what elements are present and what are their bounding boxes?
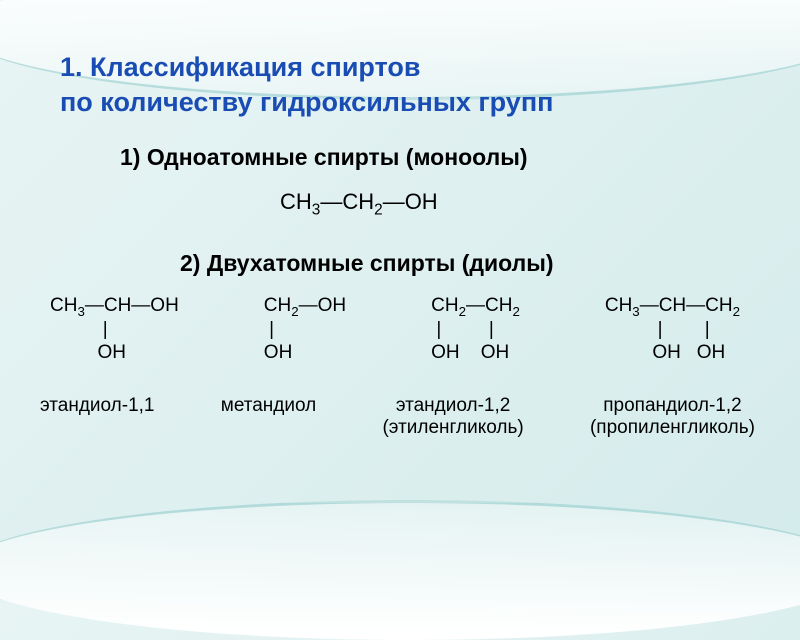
alt-name-text: (пропиленгликоль): [590, 417, 755, 439]
formula-line: OH: [264, 342, 346, 365]
formula-line: | |: [605, 319, 740, 342]
compound-formula-0: CH3—CH—OH | OH: [50, 295, 179, 365]
name-text: этандиол-1,1: [40, 395, 155, 416]
compound-name-0: этандиол-1,1: [40, 395, 155, 439]
formula-line: OH OH: [431, 342, 520, 365]
compound-name-1: метандиол: [221, 395, 316, 439]
section1-heading: 1) Одноатомные спирты (моноолы): [120, 144, 750, 171]
slide-title: 1. Классификация спиртов по количеству г…: [60, 50, 750, 120]
slide-content: 1. Классификация спиртов по количеству г…: [0, 0, 800, 469]
formula-line: CH2—OH: [264, 295, 346, 316]
name-text: этандиол-1,2: [396, 395, 511, 416]
section1-formula: CH3—CH2—OH: [280, 189, 750, 219]
formula-line: CH3—CH—OH: [50, 295, 179, 316]
decorative-curve-bottom: [0, 500, 800, 640]
name-text: метандиол: [221, 395, 316, 416]
title-line-2: по количеству гидроксильных групп: [60, 87, 553, 117]
diol-formula-row: CH3—CH—OH | OH CH2—OH | OH CH2—CH2 | | O…: [50, 295, 740, 365]
alt-name-text: (этиленгликоль): [382, 417, 523, 439]
compound-name-2: этандиол-1,2 (этиленгликоль): [382, 395, 523, 439]
formula-line: CH2—CH2: [431, 295, 520, 316]
title-line-1: 1. Классификация спиртов: [60, 52, 421, 82]
formula-line: |: [50, 319, 179, 342]
formula-line: |: [264, 319, 346, 342]
compound-formula-1: CH2—OH | OH: [264, 295, 346, 365]
formula-line: | |: [431, 319, 520, 342]
formula-line: OH: [50, 342, 179, 365]
compound-formula-3: CH3—CH—CH2 | | OH OH: [605, 295, 740, 365]
compound-name-3: пропандиол-1,2 (пропиленгликоль): [590, 395, 755, 439]
diol-names-row: этандиол-1,1 метандиол этандиол-1,2 (эти…: [40, 395, 755, 439]
section2-heading: 2) Двухатомные спирты (диолы): [180, 250, 750, 277]
name-text: пропандиол-1,2: [603, 395, 741, 416]
compound-formula-2: CH2—CH2 | | OH OH: [431, 295, 520, 365]
formula-line: CH3—CH—CH2: [605, 295, 740, 316]
formula-line: OH OH: [605, 342, 740, 365]
